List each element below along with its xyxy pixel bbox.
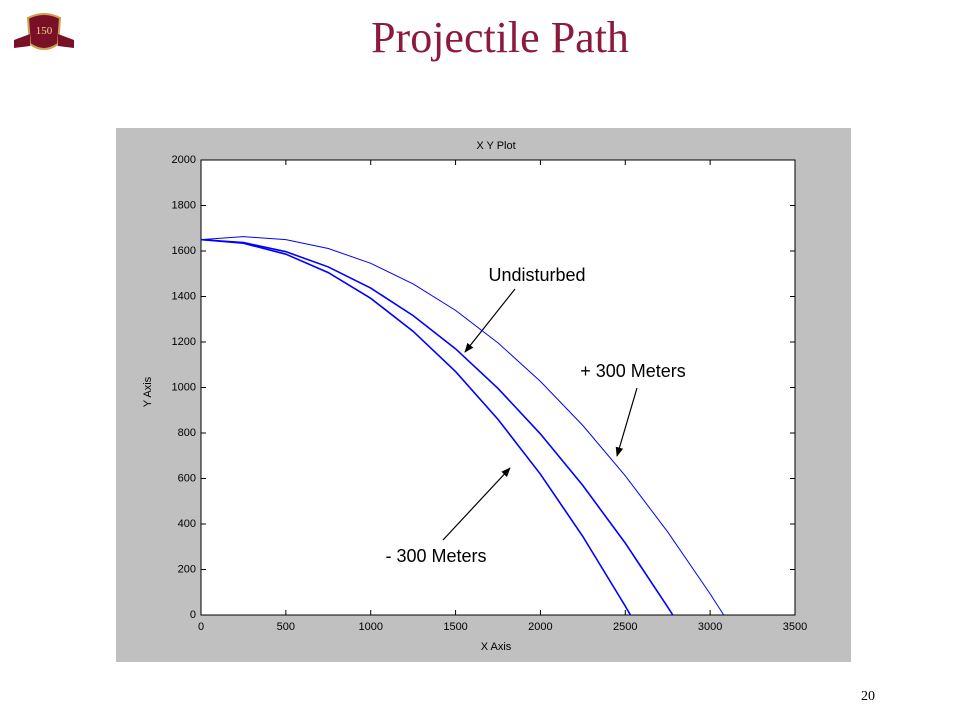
x-tick-label: 3500 <box>783 621 807 633</box>
x-tick-label: 3000 <box>698 621 722 633</box>
x-tick-label: 1000 <box>358 621 382 633</box>
series-line <box>200 238 632 616</box>
y-tick-label: 400 <box>178 518 196 530</box>
y-tick-label: 2000 <box>172 154 196 166</box>
y-tick-label: 800 <box>178 427 196 439</box>
x-tick-label: 2500 <box>613 621 637 633</box>
series-line <box>200 236 725 616</box>
y-tick-label: 0 <box>190 609 196 621</box>
x-tick-label: 2000 <box>528 621 552 633</box>
y-tick-label: 1600 <box>172 245 196 257</box>
series-label: - 300 Meters <box>385 546 486 566</box>
y-tick-label: 1000 <box>172 381 196 393</box>
slide-title: Projectile Path <box>371 13 629 62</box>
x-tick-label: 500 <box>277 621 295 633</box>
series-line <box>200 238 674 616</box>
x-axis-label: X Axis <box>481 641 512 653</box>
x-tick-label: 0 <box>198 621 204 633</box>
series-label: + 300 Meters <box>580 361 686 381</box>
logo: 150 <box>14 13 74 50</box>
page-number: 20 <box>861 689 875 704</box>
y-tick-label: 1400 <box>172 290 196 302</box>
y-tick-label: 200 <box>178 563 196 575</box>
series-label: Undisturbed <box>488 265 585 285</box>
logo-text: 150 <box>36 25 53 37</box>
label-arrow <box>442 467 511 541</box>
y-tick-label: 600 <box>178 472 196 484</box>
label-arrow <box>464 288 516 353</box>
y-tick-label: 1200 <box>172 336 196 348</box>
y-tick-label: 1800 <box>172 199 196 211</box>
label-arrow <box>615 387 638 457</box>
x-tick-label: 1500 <box>443 621 467 633</box>
chart-title: X Y Plot <box>476 140 515 152</box>
y-axis-label: Y Axis <box>142 376 154 407</box>
